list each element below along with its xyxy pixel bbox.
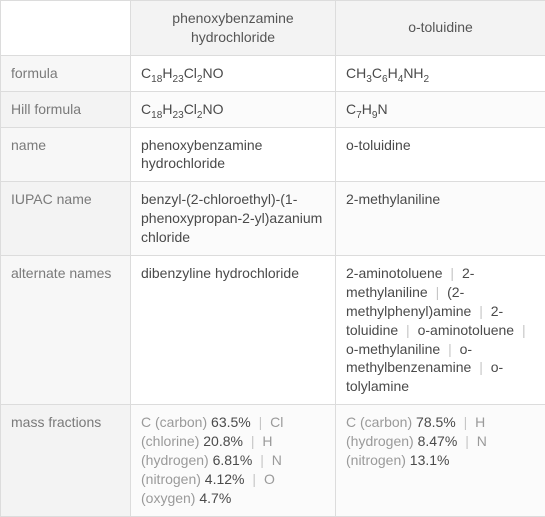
table-cell: benzyl-(2-chloroethyl)-(1-phenoxypropan-… (131, 182, 336, 256)
table-row: Hill formula C18H23Cl2NO C7H9N (1, 91, 545, 127)
row-header: name (1, 127, 131, 182)
column-header: phenoxybenzamine hydrochloride (131, 1, 336, 56)
table-cell: C (carbon) 63.5% | Cl (chlorine) 20.8% |… (131, 405, 336, 516)
table-cell: 2-aminotoluene | 2-methylaniline | (2-me… (336, 256, 545, 405)
separator: | (450, 265, 454, 281)
column-header-row: phenoxybenzamine hydrochloride o-toluidi… (1, 1, 545, 56)
element-symbol: C (carbon) (141, 414, 207, 430)
table-cell: o-toluidine (336, 127, 545, 182)
separator: | (436, 284, 440, 300)
separator: | (406, 322, 410, 338)
table-row: mass fractionsC (carbon) 63.5% | Cl (chl… (1, 405, 545, 516)
separator: | (522, 322, 526, 338)
table-body: formula C18H23Cl2NO CH3C6H4NH2 Hill formula… (1, 55, 545, 516)
table-row: formula C18H23Cl2NO CH3C6H4NH2 (1, 55, 545, 91)
table-row: alternate names dibenzyline hydrochloride… (1, 256, 545, 405)
element-value: 78.5% (412, 414, 456, 430)
element-symbol: C (carbon) (346, 414, 412, 430)
element-value: 4.7% (195, 490, 231, 506)
table-cell: dibenzyline hydrochloride (131, 256, 336, 405)
element-value: 20.8% (199, 433, 243, 449)
alternate-name: o-aminotoluene (418, 322, 515, 338)
table-row: IUPAC namebenzyl-(2-chloroethyl)-(1-phen… (1, 182, 545, 256)
separator: | (252, 471, 256, 487)
table-cell: CH3C6H4NH2 (336, 55, 545, 91)
row-header: Hill formula (1, 91, 131, 127)
separator: | (479, 359, 483, 375)
alternate-name: dibenzyline hydrochloride (141, 265, 299, 281)
alternate-name: 2-aminotoluene (346, 265, 443, 281)
mass-fraction-item: C (carbon) 78.5% (346, 414, 456, 430)
element-value: 13.1% (406, 452, 450, 468)
separator: | (260, 452, 264, 468)
separator: | (259, 414, 263, 430)
alternate-name: o-methylaniline (346, 341, 440, 357)
row-header: alternate names (1, 256, 131, 405)
row-header: mass fractions (1, 405, 131, 516)
element-value: 63.5% (207, 414, 251, 430)
table-cell: C18H23Cl2NO (131, 55, 336, 91)
separator: | (465, 433, 469, 449)
chemical-formula: CH3C6H4NH2 (346, 65, 429, 81)
chemical-formula: C7H9N (346, 101, 388, 117)
chemical-formula: C18H23Cl2NO (141, 65, 224, 81)
chemical-formula: C18H23Cl2NO (141, 101, 224, 117)
table-cell: C7H9N (336, 91, 545, 127)
separator: | (448, 341, 452, 357)
table-cell: C (carbon) 78.5% | H (hydrogen) 8.47% | … (336, 405, 545, 516)
row-header: formula (1, 55, 131, 91)
element-value: 8.47% (414, 433, 458, 449)
row-header: IUPAC name (1, 182, 131, 256)
table-cell: C18H23Cl2NO (131, 91, 336, 127)
separator: | (251, 433, 255, 449)
column-header: o-toluidine (336, 1, 545, 56)
separator: | (464, 414, 468, 430)
separator: | (479, 303, 483, 319)
element-value: 6.81% (209, 452, 253, 468)
comparison-table: phenoxybenzamine hydrochloride o-toluidi… (0, 0, 545, 517)
mass-fraction-item: C (carbon) 63.5% (141, 414, 251, 430)
blank-corner-cell (1, 1, 131, 56)
table-cell: phenoxybenzamine hydrochloride (131, 127, 336, 182)
table-row: namephenoxybenzamine hydrochlorideo-tolu… (1, 127, 545, 182)
element-value: 4.12% (201, 471, 245, 487)
table-cell: 2-methylaniline (336, 182, 545, 256)
